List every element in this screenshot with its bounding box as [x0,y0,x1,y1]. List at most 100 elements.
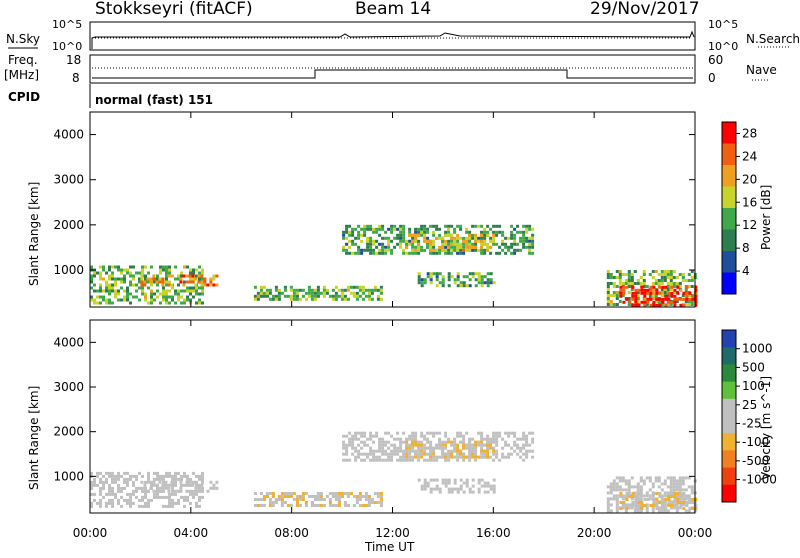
range-cell [399,236,403,240]
range-cell [355,291,359,295]
range-cell [615,509,619,513]
range-cell [435,478,439,482]
range-cell [438,272,442,276]
range-cell [93,298,96,302]
range-cell [621,476,625,480]
range-cell [262,498,266,501]
range-cell [661,498,665,501]
range-cell [667,504,671,507]
range-cell [132,283,135,287]
range-cell [690,303,694,306]
range-cell [417,455,421,459]
range-cell [411,239,415,243]
range-cell [417,239,421,243]
range-cell [140,280,144,284]
range-cell [456,490,460,494]
range-cell [672,506,676,510]
range-cell [492,440,496,444]
range-cell [180,295,183,299]
range-cell [684,303,688,306]
range-cell [147,501,150,505]
range-cell [630,506,634,510]
range-cell [492,434,496,438]
range-cell [396,449,400,453]
range-cell [376,501,380,504]
colorbar-swatch [722,186,736,209]
range-cell [378,224,382,228]
range-cell [90,277,93,281]
range-cell [627,291,631,294]
range-cell [612,276,616,279]
range-cell [354,434,358,438]
range-cell [174,474,177,478]
colorbar-swatch [722,251,736,273]
range-cell [141,498,144,502]
range-cell [301,498,305,501]
range-cell [158,480,162,484]
range-cell [417,245,421,249]
range-cell [376,288,380,292]
range-cell [429,242,433,246]
range-cell [322,504,326,507]
range-cell [153,280,156,284]
range-cell [253,294,257,298]
range-cell [274,297,278,301]
range-cell [672,488,676,492]
range-cell [417,230,421,234]
range-cell [396,236,400,240]
range-cell [179,486,183,490]
range-cell [215,283,219,287]
range-cell [179,480,183,484]
range-cell [625,495,629,498]
range-cell [411,251,415,255]
range-cell [189,289,192,293]
range-cell [150,265,153,269]
range-cell [256,294,260,298]
range-cell [459,281,463,285]
range-cell [372,248,376,252]
range-cell [360,434,364,438]
range-cell [357,251,361,255]
range-cell [129,495,132,499]
range-cell [666,282,670,285]
range-cell [645,506,649,510]
range-cell [105,492,108,496]
range-cell [310,291,314,295]
range-cell [90,480,93,484]
range-cell [343,294,347,298]
range-cell [417,440,421,444]
range-cell [186,495,189,499]
range-cell [310,495,314,498]
range-cell [189,271,192,275]
freq-label: Freq. [8,53,38,67]
range-cell [513,227,517,231]
range-cell [171,489,174,493]
range-cell [606,282,610,285]
range-cell [411,431,415,435]
range-cell [669,479,673,483]
range-cell [453,446,457,450]
range-cell [486,242,490,246]
range-cell [186,477,189,481]
range-cell [480,452,484,456]
range-cell [606,303,610,306]
range-cell [627,482,631,486]
range-cell [375,251,379,255]
range-cell [648,497,652,501]
range-cell [162,265,165,269]
range-cell [486,281,490,285]
range-cell [639,476,643,480]
range-cell [531,239,535,243]
range-cell [414,227,418,231]
range-cell [483,242,487,246]
range-cell [628,504,632,507]
range-cell [147,498,150,502]
range-cell [673,288,677,292]
range-cell [456,443,460,447]
range-cell [528,443,532,447]
range-cell [531,242,535,246]
range-cell [657,282,661,285]
range-cell [663,494,667,498]
range-cell [345,434,349,438]
range-cell [468,458,472,462]
